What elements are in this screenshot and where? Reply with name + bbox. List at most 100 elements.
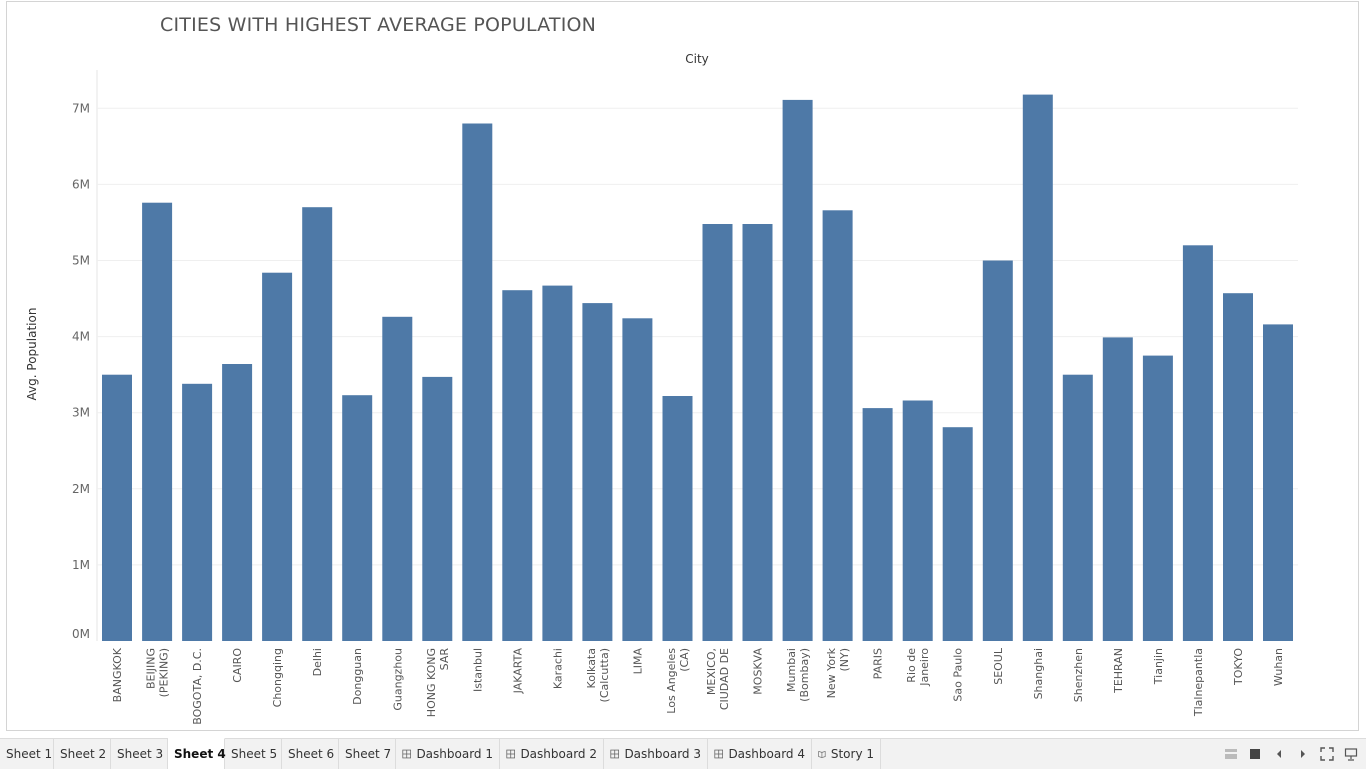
bar[interactable] [182,383,213,641]
bar[interactable] [622,318,653,641]
bar[interactable] [1182,245,1213,642]
bar[interactable] [662,396,693,641]
x-tick-label-line: (Bombay) [798,648,811,702]
x-tick-label: Guangzhou [391,648,404,711]
tab-label: Sheet 7 [345,746,392,761]
bar[interactable] [222,364,253,641]
gridlines [96,70,1298,641]
bar[interactable] [1142,355,1173,641]
bar[interactable] [382,316,413,641]
bar[interactable] [302,207,333,641]
x-tick-label-line: (Calcutta) [598,648,611,702]
bar[interactable] [1102,337,1133,641]
x-tick-label: Mumbai (Bombay) [785,648,811,702]
x-tick-label: TEHRAN [1112,648,1125,694]
tab-sheet-1[interactable]: Sheet 1 [0,739,54,769]
x-tick-label: CAIRO [231,648,244,683]
x-tick-label: Tianjin [1152,648,1165,685]
bar[interactable] [702,224,733,641]
bar[interactable] [422,376,453,641]
bar[interactable] [1223,293,1253,641]
tabs-view-icon[interactable] [1248,747,1262,761]
tab-sheet-4[interactable]: Sheet 4 [168,738,226,769]
tab-label: Dashboard 2 [520,746,597,761]
chart-title: CITIES WITH HIGHEST AVERAGE POPULATION [160,14,597,36]
bar[interactable] [1263,324,1293,641]
x-tick-label-line: Chongqing [271,648,284,707]
tab-dashboard-1[interactable]: Dashboard 1 [396,739,500,769]
tab-label: Sheet 5 [231,746,278,761]
tab-label: Dashboard 1 [416,746,493,761]
x-tick-label-line: (CA) [678,648,691,672]
tab-label: Sheet 2 [60,746,107,761]
bar[interactable] [942,427,973,641]
x-tick-label: MOSKVA [752,648,765,695]
dashboard-icon [506,749,516,759]
x-tick-label: PARIS [872,648,885,679]
x-tick-label-line: Karachi [551,648,564,689]
x-tick-label: JAKARTA [511,648,524,695]
x-tick-label-line: New York [825,647,838,698]
x-tick-label: Dongguan [351,648,364,705]
x-tick-label-line: Wuhan [1272,648,1285,686]
x-tick-label-line: Shanghai [1032,648,1045,699]
bar[interactable] [582,303,613,641]
x-tick-label: Karachi [551,648,564,689]
bar[interactable] [262,272,293,641]
bar[interactable] [1062,374,1093,641]
x-tick-label: MEXICO, CIUDAD DE [705,648,731,710]
tab-label: Dashboard 4 [728,746,805,761]
x-tick-label-line: CIUDAD DE [718,648,731,710]
x-tick-label-line: (NY) [838,648,851,672]
tab-dashboard-2[interactable]: Dashboard 2 [500,739,604,769]
bar[interactable] [782,99,813,641]
tab-sheet-5[interactable]: Sheet 5 [225,739,282,769]
tab-sheet-7[interactable]: Sheet 7 [339,739,396,769]
bar[interactable] [1022,94,1053,642]
bar[interactable] [742,224,773,641]
tab-dashboard-4[interactable]: Dashboard 4 [708,739,812,769]
tab-dashboard-3[interactable]: Dashboard 3 [604,739,708,769]
x-axis-title: City [685,52,709,66]
x-tick-label-line: PARIS [872,648,885,679]
x-tick-label: Wuhan [1272,648,1285,686]
x-axis: BANGKOK BEIJING (PEKING) BOGOTA, D.C. CAIRO C… [111,647,1285,725]
sheet-tab-bar: Sheet 1 Sheet 2 Sheet 3 Sheet 4 Sheet 5 Sheet… [0,738,1366,769]
tab-label: Sheet 4 [174,746,226,761]
next-sheet-icon[interactable] [1296,747,1310,761]
x-tick-label-line: MOSKVA [752,648,765,695]
bar[interactable] [142,202,173,641]
bar[interactable] [862,408,893,641]
y-tick-label: 5M [72,254,90,268]
fullscreen-icon[interactable] [1320,747,1334,761]
y-tick-label: 7M [72,101,90,115]
presentation-icon[interactable] [1344,747,1358,761]
bar[interactable] [102,374,132,641]
x-tick-label: TOKYO [1232,648,1245,686]
x-tick-label: Istanbul [471,648,484,692]
previous-sheet-icon[interactable] [1272,747,1286,761]
x-tick-label-line: Shenzhen [1072,648,1085,702]
x-tick-label-line: Guangzhou [391,648,404,711]
dashboard-icon [610,749,620,759]
bar[interactable] [982,260,1013,642]
tab-story-1[interactable]: Story 1 [812,739,881,769]
filmstrip-view-icon[interactable] [1224,747,1238,761]
y-tick-label: 3M [72,406,90,420]
tab-sheet-3[interactable]: Sheet 3 [111,739,168,769]
x-tick-label: LIMA [631,648,644,675]
y-tick-label: 1M [72,558,90,572]
bar[interactable] [342,395,373,641]
bar[interactable] [822,210,853,642]
bar[interactable] [502,290,533,641]
y-tick-label: 6M [72,177,90,191]
tab-sheet-2[interactable]: Sheet 2 [54,739,111,769]
bar[interactable] [462,123,493,642]
bar[interactable] [542,285,573,641]
story-icon [818,750,826,758]
bar[interactable] [902,400,933,642]
x-tick-label-line: Rio de [905,648,918,683]
x-tick-label: Sao Paulo [952,648,965,702]
tab-sheet-6[interactable]: Sheet 6 [282,739,339,769]
